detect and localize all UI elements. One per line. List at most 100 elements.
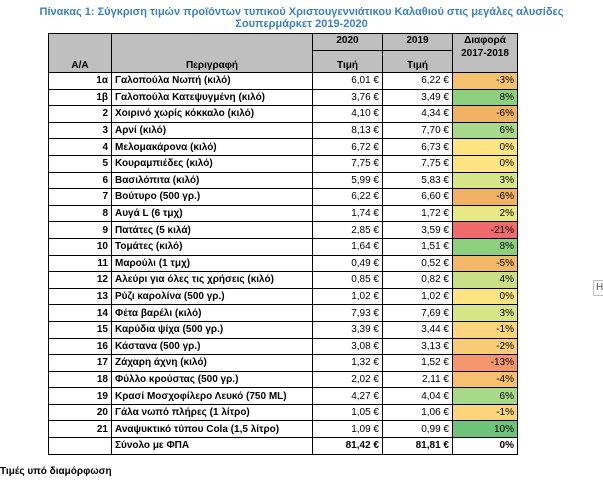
row-price-2019: 4,34 € <box>382 105 453 123</box>
row-description: Μαρούλι (1 τμχ) <box>111 254 313 273</box>
row-price-2019: 3,59 € <box>382 221 453 239</box>
row-id: 2 <box>48 105 112 123</box>
row-difference: -2% <box>452 337 518 356</box>
row-price-2020: 7,93 € <box>312 304 383 322</box>
total-price-2020: 81,42 € <box>312 437 383 455</box>
row-difference: 2% <box>452 204 518 223</box>
row-price-2019: 7,70 € <box>382 121 453 140</box>
table-caption: Πίνακας 1: Σύγκριση τιμών προϊόντων τυπι… <box>0 6 603 30</box>
row-description: Ζάχαρη άχνη (κιλό) <box>111 354 313 372</box>
row-price-2019: 1,51 € <box>382 237 453 256</box>
row-difference: 0% <box>452 154 518 173</box>
row-description: Κάστανα (500 γρ.) <box>111 337 313 356</box>
row-price-2020: 7,75 € <box>312 154 383 173</box>
row-difference: -6% <box>452 105 518 123</box>
table-row: 7 Βούτυρο (500 γρ.) 6,22 €6,60 € -6% <box>48 188 518 206</box>
row-id: 10 <box>48 237 112 256</box>
table-row: 9 Πατάτες (5 κιλά) 2,85 €3,59 € -21% <box>48 221 518 239</box>
row-difference: -21% <box>452 221 518 239</box>
row-id: 11 <box>48 254 112 273</box>
row-price-2019: 1,06 € <box>382 403 453 422</box>
row-difference: -1% <box>452 320 518 339</box>
row-description: Αναψυκτικό τύπου Cola (1,5 λίτρο) <box>111 420 313 439</box>
row-price-2019: 0,99 € <box>382 420 453 439</box>
row-id: 19 <box>48 387 112 405</box>
row-price-2019: 1,02 € <box>382 287 453 306</box>
row-price-2020: 2,85 € <box>312 221 383 239</box>
caption-line-2: Σουπερμάρκετ 2019-2020 <box>235 18 368 30</box>
side-edge-button[interactable]: H <box>593 280 603 296</box>
row-difference: 3% <box>452 304 518 322</box>
row-price-2020: 0,85 € <box>312 271 383 289</box>
row-description: Βούτυρο (500 γρ.) <box>111 188 313 206</box>
row-id: 8 <box>48 204 112 223</box>
row-difference: 10% <box>452 420 518 439</box>
row-price-2019: 3,44 € <box>382 320 453 339</box>
row-price-2019: 1,52 € <box>382 354 453 372</box>
row-price-2019: 5,83 € <box>382 171 453 190</box>
total-price-2019: 81,81 € <box>382 437 453 455</box>
row-difference: -4% <box>452 370 518 389</box>
row-id: 5 <box>48 154 112 173</box>
row-price-2019: 4,04 € <box>382 387 453 405</box>
row-price-2020: 1,09 € <box>312 420 383 439</box>
price-comparison-table: Α/Α Περιγραφή 2020 2019 Διαφορά 2017-201… <box>48 33 518 455</box>
row-price-2020: 8,13 € <box>312 121 383 140</box>
row-id: 7 <box>48 188 112 206</box>
table-row: 6 Βασιλόπιτα (κιλό) 5,99 €5,83 €3% <box>48 171 518 190</box>
row-id: 9 <box>48 221 112 239</box>
row-price-2019: 7,69 € <box>382 304 453 322</box>
table-row: 4 Μελομακάρονα (κιλό) 6,72 €6,73 €0% <box>48 138 518 156</box>
row-difference: 8% <box>452 88 518 107</box>
row-price-2019: 6,60 € <box>382 188 453 206</box>
row-price-2020: 2,02 € <box>312 370 383 389</box>
row-price-2019: 3,13 € <box>382 337 453 356</box>
total-row: Σύνολο με ΦΠΑ 81,42 € 81,81 € 0% <box>48 437 518 455</box>
table-row: 16 Κάστανα (500 γρ.) 3,08 €3,13 € -2% <box>48 337 518 356</box>
row-description: Ρύζι καρολίνα (500 γρ.) <box>111 287 313 306</box>
row-id: 16 <box>48 337 112 356</box>
row-price-2020: 4,27 € <box>312 387 383 405</box>
row-difference: -6% <box>452 188 518 206</box>
row-difference: 6% <box>452 121 518 140</box>
row-description: Φύλλο κρούστας (500 γρ.) <box>111 370 313 389</box>
total-difference: 0% <box>452 437 518 455</box>
row-price-2020: 4,10 € <box>312 105 383 123</box>
row-description: Κρασί Μοσχοφίλερο Λευκό (750 ML) <box>111 387 313 405</box>
row-price-2019: 6,73 € <box>382 138 453 156</box>
row-id: 20 <box>48 403 112 422</box>
table-row: 20 Γάλα νωπό πλήρες (1 λίτρο) 1,05 €1,06 €… <box>48 403 518 422</box>
row-difference: -3% <box>452 72 518 90</box>
row-id: 15 <box>48 320 112 339</box>
row-difference: 8% <box>452 237 518 256</box>
header-price-2019: Τιμή <box>382 49 453 74</box>
row-id: 3 <box>48 121 112 140</box>
row-id: 4 <box>48 138 112 156</box>
total-label: Σύνολο με ΦΠΑ <box>111 437 313 455</box>
footnote: Τιμές υπό διαμόρφωση <box>0 466 112 477</box>
table-row: 1α Γαλοπούλα Νωπή (κιλό) 6,01 €6,22 € -3% <box>48 72 518 90</box>
table-row: 5 Κουραμπιέδες (κιλό) 7,75 €7,75 €0% <box>48 154 518 173</box>
row-id: 1β <box>48 88 112 107</box>
row-difference: 3% <box>452 171 518 190</box>
table-row: 8 Αυγά L (6 τμχ) 1,74 €1,72 €2% <box>48 204 518 223</box>
row-id: 18 <box>48 370 112 389</box>
row-id: 1α <box>48 72 112 90</box>
caption-line-1: Πίνακας 1: Σύγκριση τιμών προϊόντων τυπι… <box>39 6 564 18</box>
header-year-2020: 2020 <box>312 33 383 51</box>
row-description: Χοιρινό χωρίς κόκκαλο (κιλό) <box>111 105 313 123</box>
row-price-2019: 1,72 € <box>382 204 453 223</box>
header-description-label: Περιγραφή <box>185 60 239 71</box>
row-description: Καρύδια ψίχα (500 γρ.) <box>111 320 313 339</box>
row-price-2020: 3,08 € <box>312 337 383 356</box>
row-price-2020: 1,05 € <box>312 403 383 422</box>
row-price-2019: 6,22 € <box>382 72 453 90</box>
row-description: Αλεύρι για όλες τις χρήσεις (κιλό) <box>111 271 313 289</box>
row-price-2020: 6,01 € <box>312 72 383 90</box>
row-difference: 4% <box>452 271 518 289</box>
row-description: Βασιλόπιτα (κιλό) <box>111 171 313 190</box>
table-row: 15 Καρύδια ψίχα (500 γρ.) 3,39 €3,44 € -1% <box>48 320 518 339</box>
row-description: Γαλοπούλα Κατεψυγμένη (κιλό) <box>111 88 313 107</box>
header-row-years: Α/Α Περιγραφή 2020 2019 Διαφορά 2017-201… <box>48 33 518 73</box>
row-id: 14 <box>48 304 112 322</box>
